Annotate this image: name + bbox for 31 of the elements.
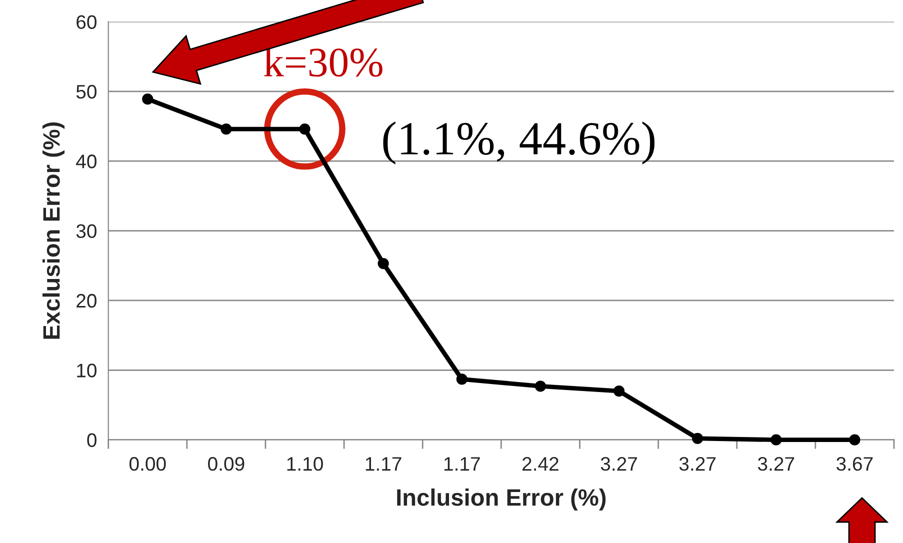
x-tick-label: 1.17 (444, 457, 480, 471)
point (220, 123, 232, 135)
x-tick-label: 3.27 (758, 457, 794, 471)
x-tick-label: 1.17 (366, 457, 402, 471)
point (849, 434, 860, 446)
point (613, 385, 625, 397)
x-tick-label: 3.27 (679, 457, 716, 471)
y-tick-label: 20 (76, 294, 96, 308)
point (770, 434, 782, 446)
y-tick-label: 60 (76, 15, 96, 29)
x-tick-label: 3.67 (836, 457, 873, 471)
y-tick-label: 0 (87, 433, 96, 448)
x-axis-title: Inclusion Error (%) (397, 488, 606, 511)
x-tick-label: 3.27 (600, 457, 637, 471)
x-tick-label: 0.00 (129, 457, 166, 471)
point (692, 432, 704, 444)
point (456, 374, 468, 385)
x-tick-label: 0.09 (208, 457, 244, 471)
x-tick-label: 2.42 (522, 457, 558, 471)
point (299, 123, 310, 135)
point (378, 258, 389, 270)
point (142, 94, 154, 105)
y-tick-label: 40 (76, 154, 96, 168)
y-tick-label: 50 (76, 84, 96, 99)
annotation: (1.1%, 44.6%) (383, 122, 654, 164)
y-tick-label: 30 (76, 224, 96, 238)
x-tick-label: 1.10 (287, 457, 323, 471)
annotation: k=30% (264, 47, 382, 77)
y-tick-label: 10 (77, 364, 96, 378)
point (534, 380, 546, 392)
y-axis-title: Exclusion Error (%) (42, 122, 65, 339)
